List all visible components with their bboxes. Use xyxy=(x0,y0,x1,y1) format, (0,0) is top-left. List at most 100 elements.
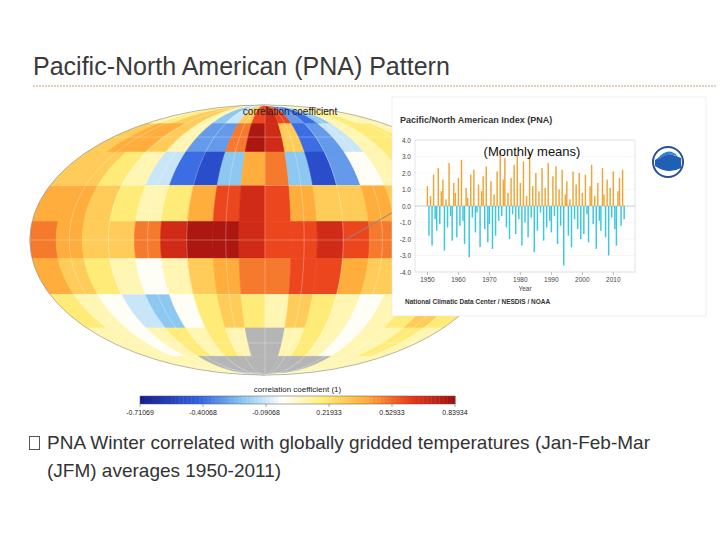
bar xyxy=(600,206,601,231)
parallel xyxy=(113,342,417,343)
colorbar-swatch xyxy=(238,396,242,404)
bar xyxy=(487,206,488,242)
bar xyxy=(521,206,522,246)
bar xyxy=(458,178,459,206)
colorbar-swatch xyxy=(179,396,183,404)
bar xyxy=(468,206,469,257)
y-tick-label: -3.0 xyxy=(400,252,412,259)
map-cell xyxy=(146,356,265,375)
bar xyxy=(434,206,435,219)
colorbar-swatch xyxy=(392,396,396,404)
colorbar-swatch xyxy=(172,396,176,404)
colorbar-swatch xyxy=(258,396,262,404)
colorbar-swatch xyxy=(298,396,302,404)
parallel xyxy=(113,137,417,138)
bar xyxy=(563,206,564,265)
bar xyxy=(543,206,544,241)
bar xyxy=(496,171,497,206)
bar xyxy=(548,163,549,206)
bar xyxy=(439,206,440,224)
slide-title: Pacific-North American (PNA) Pattern xyxy=(33,52,450,81)
bar xyxy=(493,194,494,206)
bar xyxy=(583,206,584,234)
colorbar-swatch xyxy=(325,396,329,404)
colorbar-swatch xyxy=(254,396,258,404)
bar xyxy=(571,206,572,247)
bar xyxy=(526,196,527,206)
bar xyxy=(613,171,614,206)
bar xyxy=(580,206,581,239)
colorbar-tick xyxy=(455,404,456,407)
y-tick-label: -2.0 xyxy=(400,236,412,243)
colorbar: -0.71069-0.40068-0.090680.219330.529330.… xyxy=(126,396,468,416)
bar xyxy=(444,206,445,251)
colorbar-swatch xyxy=(215,396,219,404)
colorbar-swatch xyxy=(266,396,270,404)
bar xyxy=(515,206,516,234)
colorbar-swatch xyxy=(191,396,195,404)
colorbar-swatch xyxy=(384,396,388,404)
bar xyxy=(568,206,569,236)
bar xyxy=(486,166,487,206)
map-cell xyxy=(245,124,265,152)
bar xyxy=(608,206,609,256)
colorbar-swatch xyxy=(262,396,266,404)
missing-cell xyxy=(225,356,265,375)
inset-title: Pacific/North American Index (PNA) xyxy=(400,115,552,125)
bar xyxy=(594,196,595,206)
colorbar-swatch xyxy=(447,396,451,404)
bar xyxy=(461,160,462,206)
bar xyxy=(603,194,604,206)
bar xyxy=(507,193,508,206)
map-cell xyxy=(241,295,265,328)
x-tick xyxy=(520,272,521,275)
bar xyxy=(552,176,553,206)
bar xyxy=(467,198,468,206)
missing-cell xyxy=(245,328,265,356)
colorbar-swatch xyxy=(195,396,199,404)
colorbar-swatch xyxy=(207,396,211,404)
bar xyxy=(582,193,583,206)
slide-canvas: correlation coefficient-0.71069-0.40068-… xyxy=(0,0,720,540)
colorbar-swatch xyxy=(329,396,333,404)
bar xyxy=(544,188,545,206)
bar xyxy=(574,206,575,219)
bar xyxy=(538,191,539,206)
bar xyxy=(438,168,439,206)
colorbar-swatch xyxy=(353,396,357,404)
bar xyxy=(578,173,579,206)
noaa-logo xyxy=(653,147,683,177)
colorbar-swatch xyxy=(148,396,152,404)
bar xyxy=(551,206,552,232)
bar xyxy=(555,166,556,206)
colorbar-swatch xyxy=(439,396,443,404)
colorbar-swatch xyxy=(175,396,179,404)
colorbar-swatch xyxy=(372,396,376,404)
bar xyxy=(609,188,610,206)
y-tick-label: 0.0 xyxy=(402,203,411,210)
bar xyxy=(431,206,432,246)
bar xyxy=(599,206,600,221)
bullet-marker xyxy=(29,436,40,450)
bar xyxy=(524,206,525,223)
bar xyxy=(606,180,607,206)
y-tick-label: 2.0 xyxy=(402,170,411,177)
x-tick xyxy=(458,272,459,275)
x-tick xyxy=(427,272,428,275)
bar xyxy=(447,206,448,227)
map-cell xyxy=(239,258,265,294)
bar xyxy=(436,206,437,231)
colorbar-tick-label: -0.71069 xyxy=(126,409,154,416)
y-tick-label: -1.0 xyxy=(400,219,412,226)
bar xyxy=(565,194,566,206)
bar xyxy=(572,171,573,206)
colorbar-tick-label: -0.40068 xyxy=(189,409,217,416)
bar xyxy=(597,183,598,206)
bar xyxy=(513,165,514,206)
map-cell xyxy=(217,295,245,328)
bar xyxy=(490,181,491,206)
bar xyxy=(448,163,449,206)
bar xyxy=(529,152,530,206)
colorbar-swatch xyxy=(278,396,282,404)
colorbar-swatch xyxy=(144,396,148,404)
